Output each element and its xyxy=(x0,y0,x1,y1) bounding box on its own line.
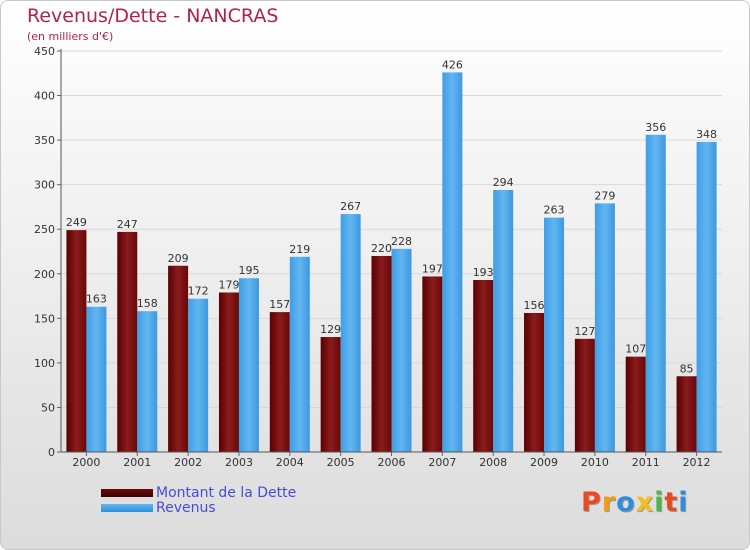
bar-revenue-2002 xyxy=(188,298,209,452)
bar-revenue-2007 xyxy=(442,72,463,453)
bar-revenue-2009 xyxy=(544,217,565,452)
legend-swatch-debt xyxy=(101,489,153,497)
data-label-revenue-2009: 263 xyxy=(544,204,565,217)
y-tick-label: 250 xyxy=(34,223,55,236)
data-label-revenue-2002: 172 xyxy=(188,285,209,298)
y-tick-label: 400 xyxy=(34,90,55,103)
x-tick-label-2005: 2005 xyxy=(327,456,355,469)
x-tick-label-2007: 2007 xyxy=(428,456,456,469)
data-label-debt-2007: 197 xyxy=(422,262,443,275)
logo-letter: i xyxy=(654,487,665,518)
data-label-revenue-2006: 228 xyxy=(391,235,412,248)
proxiti-logo: Proxiti xyxy=(581,487,689,518)
chart-title: Revenus/Dette - NANCRAS xyxy=(27,5,279,27)
bar-debt-2002 xyxy=(168,265,189,452)
y-tick-label: 50 xyxy=(41,401,55,414)
bar-revenue-2008 xyxy=(493,190,514,452)
data-label-revenue-2003: 195 xyxy=(238,264,259,277)
bar-debt-2000 xyxy=(66,230,87,452)
bar-debt-2012 xyxy=(676,376,697,452)
data-label-debt-2000: 249 xyxy=(66,216,87,229)
data-label-debt-2009: 156 xyxy=(524,299,545,312)
bar-revenue-2003 xyxy=(238,278,259,452)
bar-debt-2010 xyxy=(574,338,595,452)
data-label-debt-2011: 107 xyxy=(625,343,646,356)
bar-revenue-2012 xyxy=(696,141,717,453)
x-tick-label-2003: 2003 xyxy=(225,456,253,469)
x-tick-label-2000: 2000 xyxy=(72,456,100,469)
legend-swatch-revenue xyxy=(101,504,153,512)
data-label-debt-2006: 220 xyxy=(371,242,392,255)
x-tick-label-2009: 2009 xyxy=(530,456,558,469)
bar-revenue-2011 xyxy=(645,134,666,452)
data-label-revenue-2010: 279 xyxy=(594,189,615,202)
bar-revenue-2010 xyxy=(594,203,615,452)
x-tick-label-2004: 2004 xyxy=(276,456,304,469)
x-tick-label-2010: 2010 xyxy=(581,456,609,469)
bar-debt-2009 xyxy=(524,312,545,452)
data-label-debt-2004: 157 xyxy=(269,298,290,311)
x-tick-label-2001: 2001 xyxy=(123,456,151,469)
bar-debt-2011 xyxy=(625,356,646,452)
data-label-debt-2010: 127 xyxy=(574,325,595,338)
data-label-debt-2001: 247 xyxy=(117,218,138,231)
data-label-revenue-2001: 158 xyxy=(137,297,158,310)
data-label-revenue-2000: 163 xyxy=(86,293,107,306)
bar-debt-2001 xyxy=(117,231,138,452)
data-label-debt-2008: 193 xyxy=(473,266,494,279)
data-label-debt-2003: 179 xyxy=(218,278,239,291)
data-label-revenue-2012: 348 xyxy=(696,128,717,141)
y-tick-label: 150 xyxy=(34,312,55,325)
data-label-debt-2012: 85 xyxy=(680,362,694,375)
data-label-debt-2002: 209 xyxy=(168,252,189,265)
bar-revenue-2000 xyxy=(86,306,107,452)
bar-revenue-2001 xyxy=(137,311,158,452)
x-tick-label-2002: 2002 xyxy=(174,456,202,469)
legend-label-revenue: Revenus xyxy=(156,500,216,516)
x-tick-label-2011: 2011 xyxy=(632,456,660,469)
bar-debt-2006 xyxy=(371,255,392,452)
x-tick-label-2006: 2006 xyxy=(378,456,406,469)
y-tick-label: 450 xyxy=(34,45,55,58)
data-label-revenue-2007: 426 xyxy=(442,58,463,71)
legend-label-debt: Montant de la Dette xyxy=(156,485,297,501)
data-label-revenue-2011: 356 xyxy=(645,121,666,134)
bar-debt-2005 xyxy=(320,337,341,452)
logo-letter: r xyxy=(601,487,617,518)
y-tick-label: 200 xyxy=(34,268,55,281)
data-label-debt-2005: 129 xyxy=(320,323,341,336)
chart-subtitle: (en milliers d'€) xyxy=(27,30,114,43)
y-tick-label: 0 xyxy=(48,446,55,459)
bar-debt-2003 xyxy=(218,292,239,452)
x-tick-label-2008: 2008 xyxy=(479,456,507,469)
data-label-revenue-2004: 219 xyxy=(289,243,310,256)
y-tick-label: 100 xyxy=(34,357,55,370)
logo-letter: i xyxy=(678,487,689,518)
bar-debt-2008 xyxy=(473,280,494,452)
bar-debt-2007 xyxy=(422,276,443,452)
logo-letter: x xyxy=(635,487,655,518)
bar-debt-2004 xyxy=(269,312,290,452)
logo-letter: P xyxy=(581,487,602,518)
x-tick-label-2012: 2012 xyxy=(683,456,711,469)
logo-letter: o xyxy=(616,487,636,518)
logo-letter: t xyxy=(664,487,679,518)
data-label-revenue-2005: 267 xyxy=(340,200,361,213)
bar-revenue-2006 xyxy=(391,248,412,452)
data-label-revenue-2008: 294 xyxy=(493,176,514,189)
y-tick-label: 300 xyxy=(34,179,55,192)
y-tick-label: 350 xyxy=(34,134,55,147)
bar-revenue-2005 xyxy=(340,214,361,452)
bar-revenue-2004 xyxy=(289,256,310,452)
